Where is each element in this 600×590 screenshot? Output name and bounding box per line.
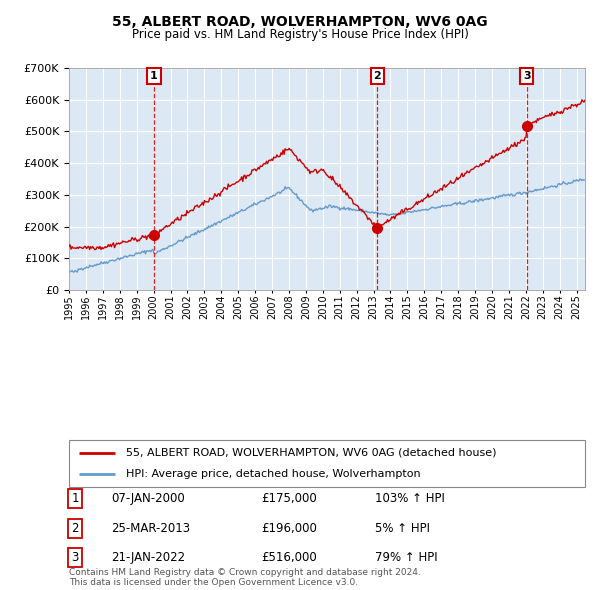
Text: 1: 1 xyxy=(150,71,158,81)
Text: 2: 2 xyxy=(374,71,381,81)
Text: 21-JAN-2022: 21-JAN-2022 xyxy=(111,551,185,564)
Text: 3: 3 xyxy=(71,551,79,564)
Text: 79% ↑ HPI: 79% ↑ HPI xyxy=(375,551,437,564)
Text: £175,000: £175,000 xyxy=(261,492,317,505)
Text: 3: 3 xyxy=(523,71,530,81)
Text: 55, ALBERT ROAD, WOLVERHAMPTON, WV6 0AG: 55, ALBERT ROAD, WOLVERHAMPTON, WV6 0AG xyxy=(112,15,488,29)
Text: 5% ↑ HPI: 5% ↑ HPI xyxy=(375,522,430,535)
Text: 25-MAR-2013: 25-MAR-2013 xyxy=(111,522,190,535)
Text: £516,000: £516,000 xyxy=(261,551,317,564)
Text: Contains HM Land Registry data © Crown copyright and database right 2024.
This d: Contains HM Land Registry data © Crown c… xyxy=(69,568,421,587)
Text: 2: 2 xyxy=(71,522,79,535)
Text: HPI: Average price, detached house, Wolverhampton: HPI: Average price, detached house, Wolv… xyxy=(126,468,421,478)
FancyBboxPatch shape xyxy=(69,440,585,487)
Text: 55, ALBERT ROAD, WOLVERHAMPTON, WV6 0AG (detached house): 55, ALBERT ROAD, WOLVERHAMPTON, WV6 0AG … xyxy=(126,448,496,458)
Text: 103% ↑ HPI: 103% ↑ HPI xyxy=(375,492,445,505)
Text: Price paid vs. HM Land Registry's House Price Index (HPI): Price paid vs. HM Land Registry's House … xyxy=(131,28,469,41)
Text: 07-JAN-2000: 07-JAN-2000 xyxy=(111,492,185,505)
Text: 1: 1 xyxy=(71,492,79,505)
Text: £196,000: £196,000 xyxy=(261,522,317,535)
